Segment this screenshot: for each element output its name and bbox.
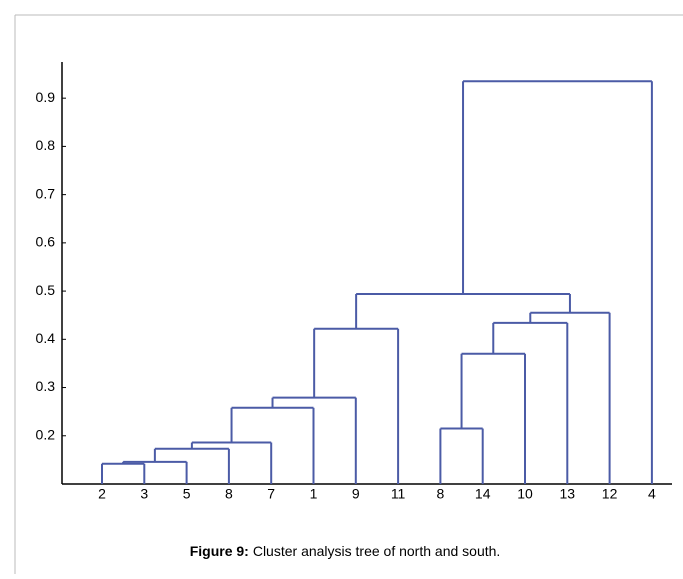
leaf-label: 1 (310, 486, 318, 502)
leaf-label: 7 (267, 486, 275, 502)
y-tick-label: 0.4 (36, 330, 56, 346)
leaf-label: 13 (560, 486, 576, 502)
leaf-label: 12 (602, 486, 618, 502)
leaf-label: 2 (98, 486, 106, 502)
leaf-label: 4 (648, 486, 656, 502)
caption: Figure 9: Cluster analysis tree of north … (190, 543, 501, 559)
leaf-label: 8 (225, 486, 233, 502)
y-tick-label: 0.7 (36, 185, 56, 201)
caption-text: Cluster analysis tree of north and south… (253, 543, 500, 559)
leaf-label: 11 (391, 486, 406, 502)
leaf-label: 8 (437, 486, 445, 502)
y-tick-label: 0.9 (36, 89, 56, 105)
leaf-label: 5 (183, 486, 191, 502)
leaf-label: 10 (517, 486, 533, 502)
caption-label: Figure 9: (190, 543, 249, 559)
y-tick-label: 0.8 (36, 137, 56, 153)
y-tick-label: 0.5 (36, 282, 56, 298)
leaf-label: 3 (140, 486, 148, 502)
y-tick-label: 0.2 (36, 426, 56, 442)
leaf-label: 9 (352, 486, 360, 502)
y-tick-label: 0.6 (36, 234, 56, 250)
y-tick-label: 0.3 (36, 378, 56, 394)
leaf-label: 14 (475, 486, 491, 502)
